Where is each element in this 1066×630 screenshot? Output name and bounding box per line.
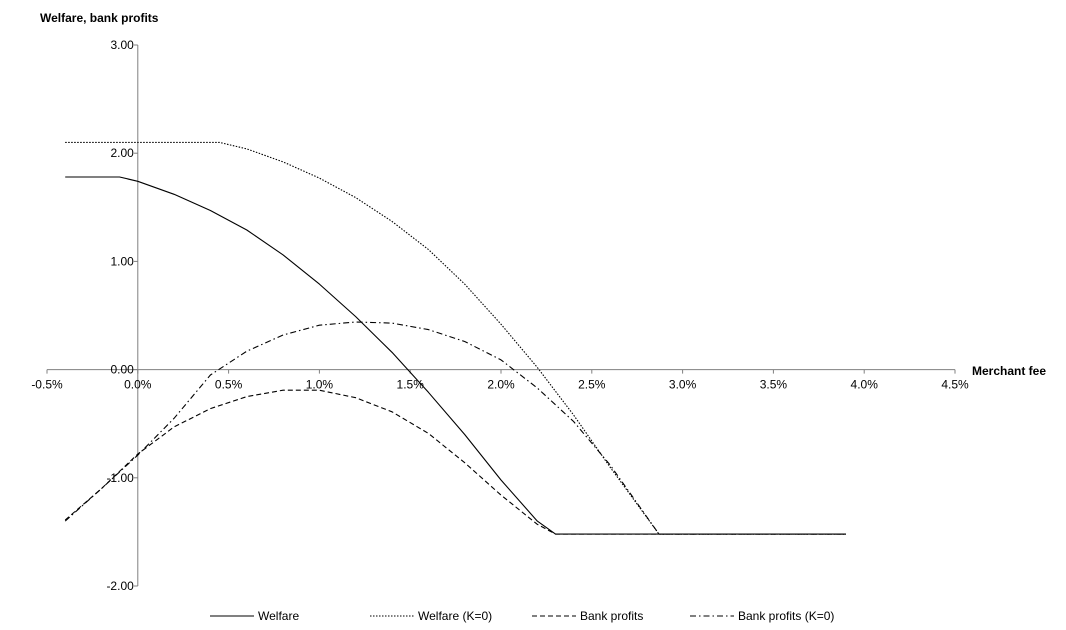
y-tick-label: 1.00 <box>110 254 134 268</box>
legend-label: Bank profits (K=0) <box>738 609 835 623</box>
legend-swatch-dotted <box>370 615 414 617</box>
series-line-bank-profits-k0 <box>64 321 846 535</box>
legend-swatch-solid <box>210 615 254 617</box>
series-lines <box>64 141 846 535</box>
legend-swatch-dash-dot <box>690 615 734 617</box>
legend-item-bank-profits: Bank profits <box>532 606 643 626</box>
legend-label: Welfare (K=0) <box>418 609 493 623</box>
y-tick-label: 3.00 <box>110 38 134 52</box>
y-tick-label: 2.00 <box>110 146 134 160</box>
legend-item-welfare-k0: Welfare (K=0) <box>370 606 492 626</box>
series-line-welfare <box>65 176 846 535</box>
y-tick-label: -2.00 <box>106 579 134 593</box>
legend-item-welfare: Welfare <box>210 606 299 626</box>
x-tick-label: 0.5% <box>215 378 243 392</box>
x-tick-label: 2.5% <box>578 378 606 392</box>
y-tick-label: 0.00 <box>110 363 134 377</box>
axes <box>46 44 956 587</box>
legend-swatch-dashed <box>532 615 576 617</box>
legend: Welfare Welfare (K=0) Bank profits Bank … <box>0 606 1066 626</box>
legend-label: Bank profits <box>580 609 644 623</box>
x-tick-label: 4.5% <box>941 378 969 392</box>
y-axis-title: Welfare, bank profits <box>40 11 159 25</box>
x-tick-label: 2.0% <box>487 378 515 392</box>
x-axis-title: Merchant fee <box>972 364 1046 378</box>
x-tick-label: 0.0% <box>124 378 152 392</box>
legend-item-bank-profits-k0: Bank profits (K=0) <box>690 606 834 626</box>
series-line-bank-profits <box>64 389 846 535</box>
line-chart: Welfare, bank profits Merchant fee 3.00 2… <box>31 11 1046 593</box>
x-tick-label: -0.5% <box>31 378 63 392</box>
series-line-welfare-k0 <box>65 141 846 535</box>
x-tick-label: 1.0% <box>306 378 334 392</box>
tick-labels: 3.00 2.00 1.00 0.00 -1.00 -2.00 -0.5% 0.0% 0.5% 1… <box>31 38 969 593</box>
x-tick-label: 4.0% <box>851 378 879 392</box>
legend-label: Welfare <box>258 609 300 623</box>
x-tick-label: 3.0% <box>669 378 697 392</box>
x-tick-label: 1.5% <box>397 378 425 392</box>
x-tick-label: 3.5% <box>760 378 788 392</box>
y-tick-label: -1.00 <box>106 471 134 485</box>
